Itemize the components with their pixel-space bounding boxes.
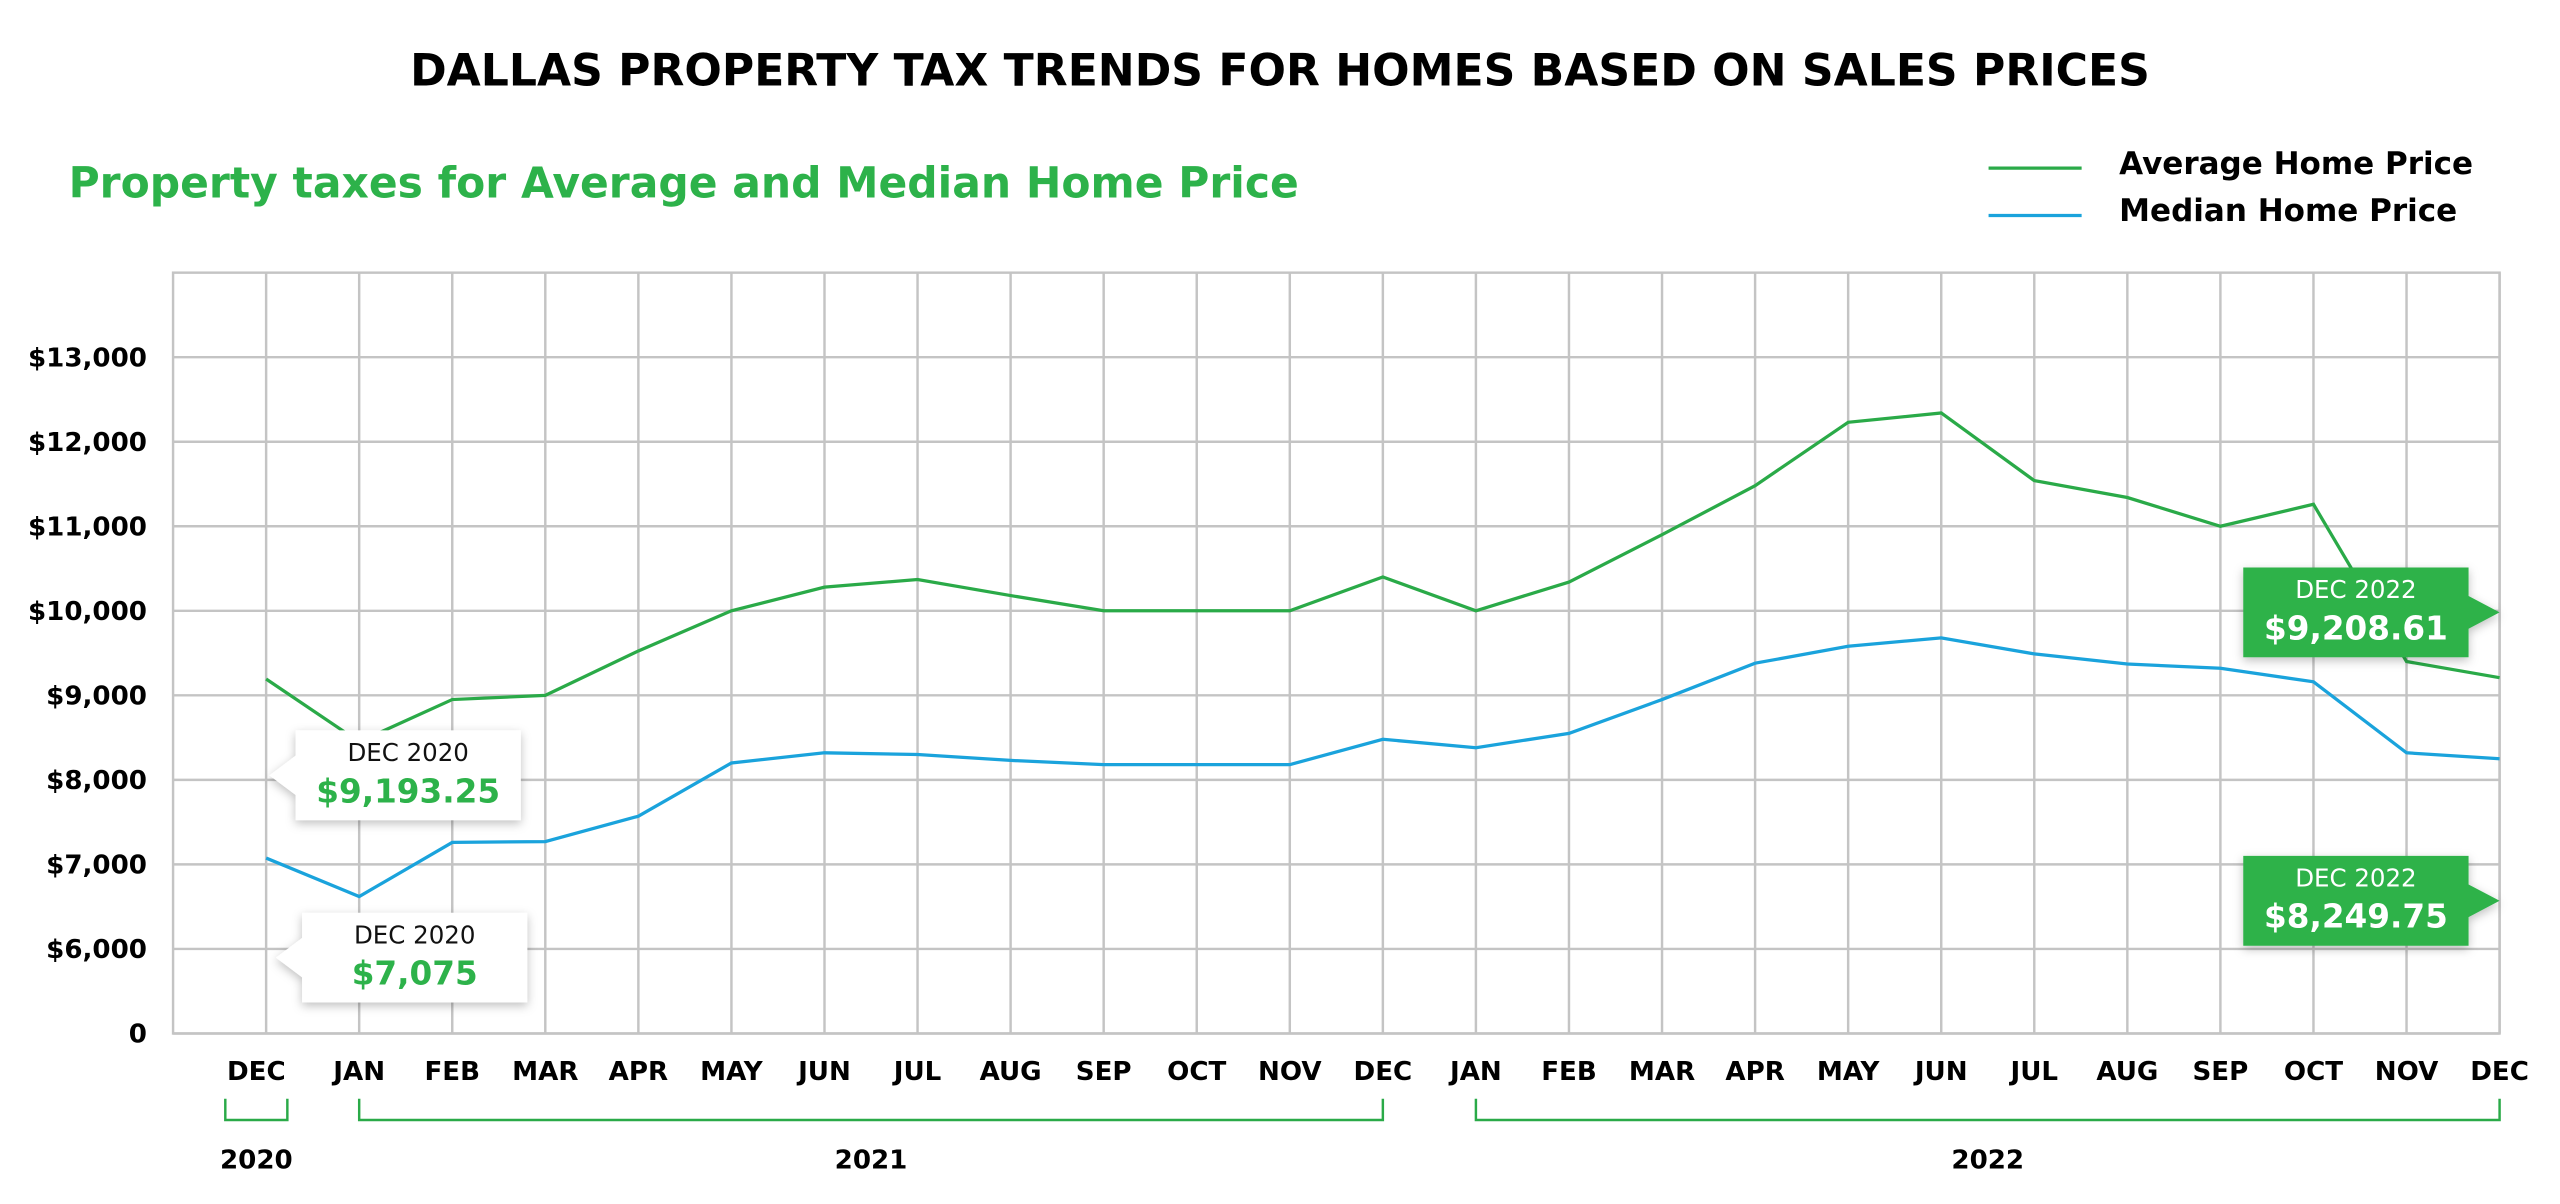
callout-box [275, 912, 528, 1003]
series-line [265, 411, 2500, 744]
y-tick-label: $7,000 [46, 851, 147, 881]
y-tick-label: $12,000 [28, 428, 147, 458]
callout: DEC 2022 $8,249.75 [2243, 855, 2500, 946]
x-tick-label: SEP [2193, 1057, 2249, 1087]
x-tick-label: SEP [1076, 1057, 1132, 1087]
series-line [265, 636, 2500, 899]
x-tick-label: JAN [331, 1057, 385, 1087]
y-tick-label: $9,000 [46, 681, 147, 711]
year-bracket [224, 1098, 289, 1122]
y-tick-label: $8,000 [46, 766, 147, 796]
x-tick-label: JUN [1913, 1057, 1968, 1087]
y-tick-label: $6,000 [46, 935, 147, 965]
callout-title: DEC 2020 [354, 920, 475, 949]
callout-value: $9,208.61 [2264, 609, 2448, 647]
callout-box [2243, 567, 2500, 658]
y-tick-label: $13,000 [28, 343, 147, 373]
chart-subtitle: Property taxes for Average and Median Ho… [69, 160, 1299, 209]
year-label: 2021 [835, 1145, 908, 1175]
x-tick-label: OCT [1167, 1057, 1226, 1087]
chart-title: DALLAS PROPERTY TAX TRENDS FOR HOMES BAS… [410, 45, 2150, 96]
callout-title: DEC 2022 [2295, 864, 2416, 893]
year-bracket [357, 1098, 1385, 1122]
year-label: 2020 [220, 1145, 293, 1175]
x-tick-label: NOV [1258, 1057, 1322, 1087]
chart-body: DALLAS PROPERTY TAX TRENDS FOR HOMES BAS… [28, 45, 2529, 1175]
callout: DEC 2022 $9,208.61 [2243, 567, 2500, 658]
x-tick-label: AUG [980, 1057, 1042, 1087]
legend-label: Average Home Price [2119, 146, 2473, 182]
y-tick-label: $10,000 [28, 597, 147, 627]
x-tick-label: AUG [2096, 1057, 2158, 1087]
callout-title: DEC 2022 [2295, 575, 2416, 604]
x-tick-label: JUL [2009, 1057, 2059, 1087]
x-tick-label: APR [609, 1057, 668, 1087]
x-tick-label: JUN [796, 1057, 851, 1087]
x-tick-label: MAR [1629, 1057, 1695, 1087]
x-tick-label: JAN [1448, 1057, 1502, 1087]
callout-box [2243, 855, 2500, 946]
callout: DEC 2020 $9,193.25 [269, 730, 521, 821]
y-tick-label: 0 [129, 1020, 147, 1050]
x-tick-label: MAY [700, 1057, 764, 1087]
year-label: 2022 [1951, 1145, 2024, 1175]
x-tick-label: NOV [2375, 1057, 2439, 1087]
y-tick-label: $11,000 [28, 512, 147, 542]
callout: DEC 2020 $7,075 [275, 912, 528, 1003]
x-tick-label: DEC [227, 1057, 286, 1087]
x-tick-label: MAR [512, 1057, 578, 1087]
callout-value: $8,249.75 [2264, 898, 2448, 936]
x-tick-label: JUL [892, 1057, 942, 1087]
x-tick-label: FEB [1541, 1057, 1597, 1087]
callout-value: $7,075 [352, 955, 478, 993]
x-tick-label: FEB [424, 1057, 480, 1087]
callout-value: $9,193.25 [316, 772, 500, 810]
year-bracket [1474, 1098, 2501, 1122]
callout-box [269, 730, 521, 821]
x-tick-label: OCT [2284, 1057, 2343, 1087]
x-tick-label: APR [1725, 1057, 1784, 1087]
x-tick-label: MAY [1817, 1057, 1881, 1087]
callout-title: DEC 2020 [347, 738, 468, 767]
x-tick-label: DEC [2470, 1057, 2529, 1087]
x-tick-label: DEC [1354, 1057, 1413, 1087]
legend-label: Median Home Price [2119, 193, 2457, 229]
